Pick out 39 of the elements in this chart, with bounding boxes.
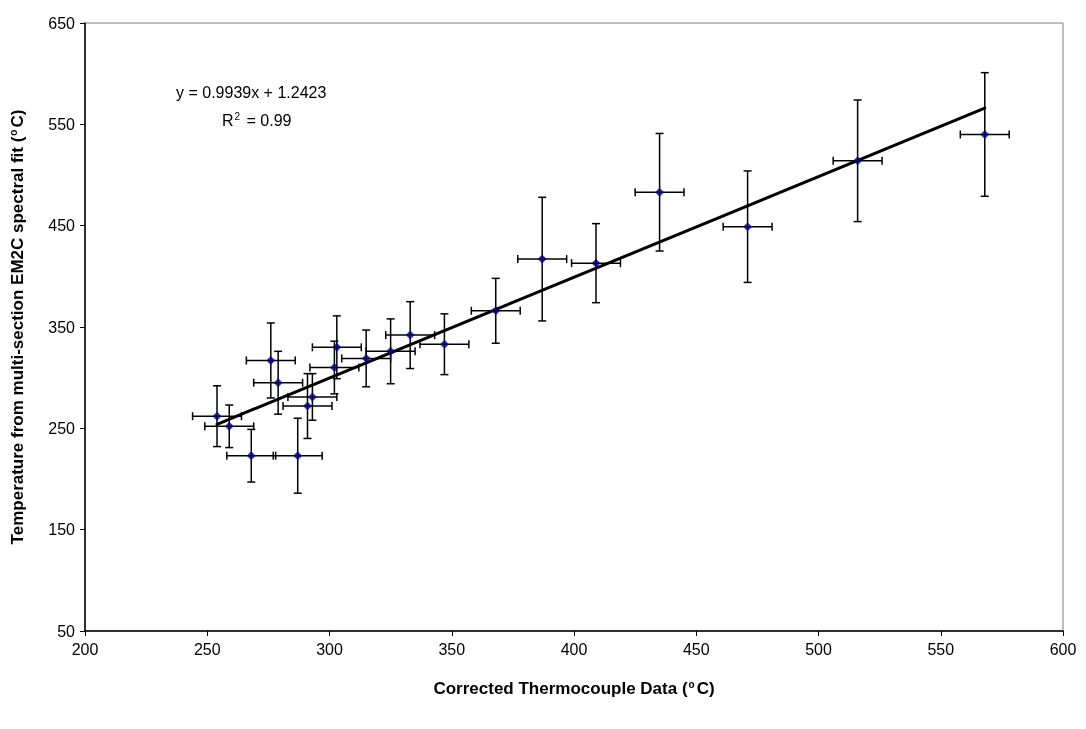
point xyxy=(405,330,415,340)
y-tick-label: 50 xyxy=(57,622,76,640)
point xyxy=(273,378,283,388)
point xyxy=(743,222,753,232)
x-tick-label: 450 xyxy=(682,640,710,658)
point xyxy=(655,187,665,197)
y-tick-label: 550 xyxy=(48,115,76,133)
point xyxy=(332,342,342,352)
point xyxy=(293,451,303,461)
y-tick-label: 650 xyxy=(48,14,76,32)
point xyxy=(246,451,256,461)
point xyxy=(491,306,501,316)
x-tick-label: 600 xyxy=(1049,640,1077,658)
point xyxy=(439,339,449,349)
point xyxy=(361,353,371,363)
x-tick-label: 200 xyxy=(71,640,99,658)
point xyxy=(302,401,312,411)
point xyxy=(329,363,339,373)
point xyxy=(212,411,222,421)
x-tick-label: 250 xyxy=(193,640,221,658)
x-tick-label: 350 xyxy=(438,640,466,658)
point xyxy=(266,355,276,365)
y-tick-label: 450 xyxy=(48,217,76,235)
y-tick-label: 350 xyxy=(48,318,76,336)
x-tick-label: 400 xyxy=(560,640,588,658)
y-tick-label: 150 xyxy=(48,521,76,539)
point xyxy=(386,346,396,356)
point xyxy=(591,258,601,268)
x-tick-label: 300 xyxy=(316,640,343,658)
point xyxy=(853,156,863,166)
x-tick-label: 500 xyxy=(805,640,832,658)
annotation: y = 0.9939x + 1.2423 xyxy=(176,83,327,101)
point xyxy=(537,254,547,264)
point xyxy=(307,392,317,402)
y-tick-label: 250 xyxy=(48,419,76,437)
y-axis-title: Temperature from multi-section EM2C spectral fit (oC) xyxy=(7,109,27,545)
x-tick-label: 550 xyxy=(927,640,955,658)
point xyxy=(224,421,234,431)
point xyxy=(980,129,990,139)
